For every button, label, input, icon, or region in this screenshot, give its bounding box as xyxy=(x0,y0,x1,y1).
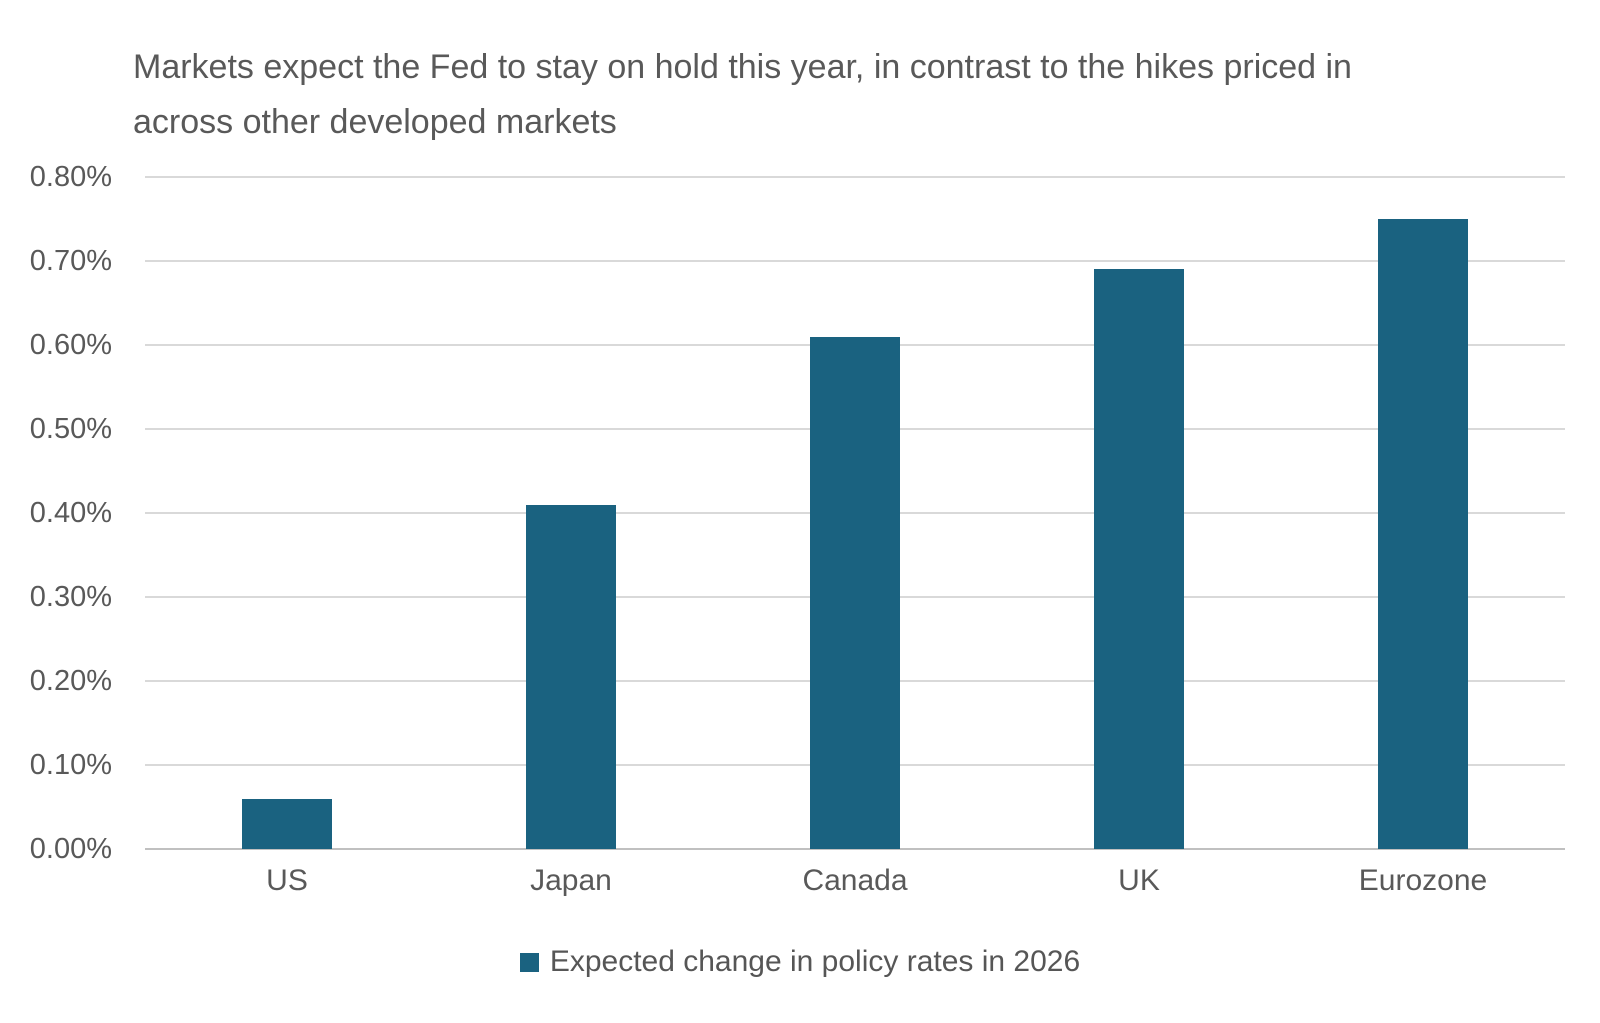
legend: Expected change in policy rates in 2026 xyxy=(0,942,1600,982)
bar-canada xyxy=(810,337,900,849)
plot-area xyxy=(145,176,1565,850)
x-axis-tick-label: Japan xyxy=(530,864,612,897)
y-axis-tick-label: 0.00% xyxy=(29,833,112,865)
legend-series-label: Expected change in policy rates in 2026 xyxy=(549,945,1081,978)
gridline xyxy=(145,176,1565,178)
x-axis-tick-label: Eurozone xyxy=(1358,864,1488,897)
x-axis-tick-label: US xyxy=(266,864,308,897)
bar-japan xyxy=(526,505,616,849)
y-axis-tick-label: 0.30% xyxy=(29,581,112,613)
y-axis-tick-label: 0.10% xyxy=(29,749,112,781)
bar-uk xyxy=(1094,269,1184,849)
y-axis-tick-label: 0.70% xyxy=(29,245,112,277)
x-axis-tick-label: UK xyxy=(1118,864,1160,897)
x-axis-tick-label: Canada xyxy=(802,864,908,897)
gridline xyxy=(145,260,1565,262)
bar-us xyxy=(242,799,332,849)
x-axis-line xyxy=(145,848,1565,850)
y-axis-tick-label: 0.80% xyxy=(29,161,112,193)
y-axis-tick-label: 0.20% xyxy=(29,665,112,697)
chart-title: Markets expect the Fed to stay on hold t… xyxy=(133,48,1352,141)
y-axis-tick-label: 0.60% xyxy=(29,329,112,361)
bar-eurozone xyxy=(1378,219,1468,849)
legend-marker-icon xyxy=(519,952,539,972)
y-axis-tick-label: 0.40% xyxy=(29,497,112,529)
y-axis-tick-label: 0.50% xyxy=(29,413,112,445)
